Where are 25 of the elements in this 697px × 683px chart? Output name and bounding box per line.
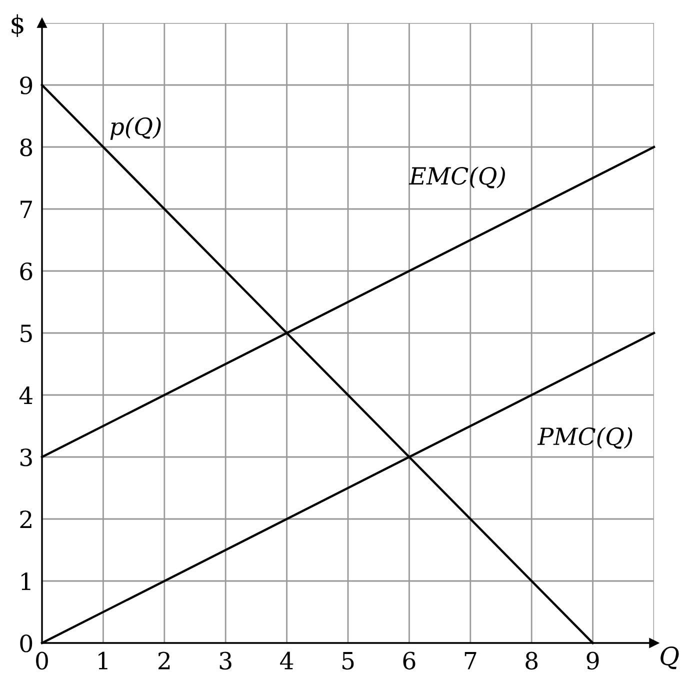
x-tick-label: 6 [403, 652, 416, 670]
x-tick-label: 3 [220, 652, 232, 670]
x-axis-title: Q [660, 646, 679, 670]
annotation: EMC(Q) [408, 166, 505, 188]
y-tick-label: 4 [19, 386, 32, 404]
y-tick-label: 7 [20, 200, 32, 218]
y-tick-label: 5 [20, 324, 32, 342]
x-tick-label: 9 [586, 652, 599, 670]
y-tick-label: 9 [20, 76, 32, 94]
y-tick-label: 0 [20, 634, 32, 652]
x-tick-label: 1 [98, 652, 108, 670]
annotation: PMC(Q) [537, 426, 632, 449]
y-tick-label: 6 [20, 262, 32, 280]
annotation: p(Q) [110, 116, 161, 140]
x-tick-label: 8 [526, 652, 538, 670]
y-axis-title: $ [12, 14, 24, 37]
y-tick-label: 2 [20, 510, 32, 528]
y-tick-label: 1 [22, 572, 30, 590]
x-tick-label: 2 [158, 652, 170, 670]
x-tick-label: 0 [36, 652, 48, 670]
x-tick-label: 4 [280, 652, 294, 670]
y-tick-label: 3 [20, 448, 32, 466]
x-tick-label: 5 [342, 652, 354, 670]
y-tick-label: 8 [20, 138, 32, 156]
x-tick-label: 7 [464, 652, 476, 670]
